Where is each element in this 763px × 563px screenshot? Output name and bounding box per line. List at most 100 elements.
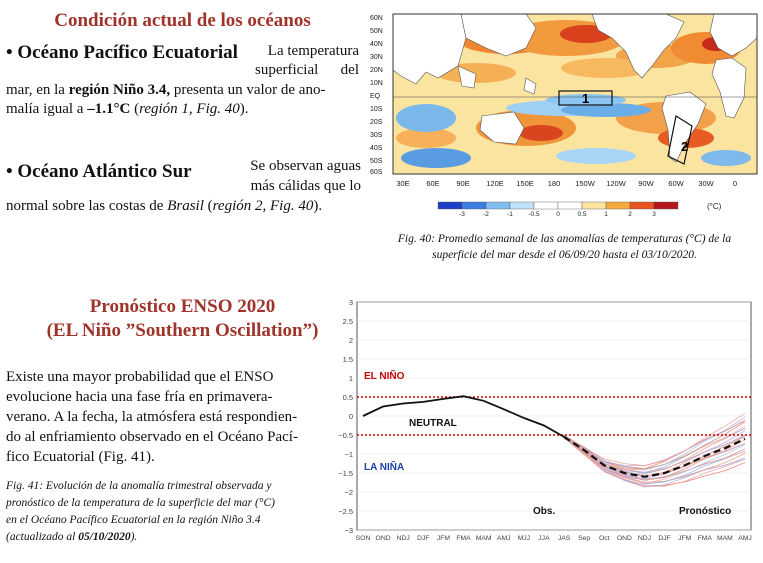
lat-label: 20S bbox=[370, 119, 383, 126]
x-tick-label: JJA bbox=[538, 535, 550, 542]
region-nino-label: región Niño 3.4, bbox=[68, 82, 171, 98]
forecast-label: Pronóstico bbox=[679, 506, 731, 517]
enso-body: Existe una mayor probabilidad que el ENS… bbox=[6, 367, 324, 467]
text-span: ). bbox=[130, 531, 138, 543]
la-nina-label: LA NIÑA bbox=[364, 460, 404, 473]
colorbar-tick: -3 bbox=[459, 211, 465, 218]
caption-line: pronóstico de la temperatura de la super… bbox=[6, 497, 275, 509]
lon-label: 150W bbox=[575, 179, 596, 188]
colorbar-swatch bbox=[533, 201, 559, 210]
series-lines bbox=[362, 395, 746, 478]
colorbar-tick: 2 bbox=[628, 211, 632, 218]
threshold-lines bbox=[357, 396, 751, 436]
section-title-enso-forecast: Pronóstico ENSO 2020 (EL Niño ”Southern … bbox=[0, 295, 365, 343]
colorbar-swatch bbox=[581, 201, 607, 210]
colorbar-tick: 1 bbox=[604, 211, 608, 218]
x-tick-label: Oct bbox=[599, 535, 610, 542]
colorbar-tick: -2 bbox=[483, 211, 489, 218]
caption-line: superficie del mar desde el 06/09/20 has… bbox=[432, 249, 697, 261]
ensemble-member-line bbox=[563, 412, 746, 467]
y-tick-label: 1 bbox=[349, 374, 353, 383]
region-1-label: 1 bbox=[582, 91, 589, 106]
x-tick-label: FMA bbox=[698, 535, 713, 542]
y-tick-label: −1 bbox=[344, 450, 353, 459]
y-tick-label: 0.5 bbox=[343, 393, 353, 402]
lat-label: EQ bbox=[370, 93, 381, 100]
lon-label: 90W bbox=[638, 179, 654, 188]
x-tick-label: DJF bbox=[417, 535, 429, 542]
longitude-labels: 30E 60E 90E 120E 150E 180 150W 120W 90W … bbox=[396, 179, 737, 188]
colorbar-tick: 0 bbox=[556, 211, 560, 218]
lat-label: 40N bbox=[370, 41, 383, 48]
forecast-ensemble bbox=[563, 412, 746, 488]
lat-label: 50S bbox=[370, 158, 383, 165]
x-tick-label: SON bbox=[356, 535, 371, 542]
latitude-labels: 60N 50N 40N 30N 20N 10N EQ 10S 20S 30S 4… bbox=[370, 15, 383, 176]
lat-label: 10N bbox=[370, 80, 383, 87]
colorbar-tick: 3 bbox=[652, 211, 656, 218]
atlantic-heading: • Océano Atlántico Sur bbox=[6, 161, 192, 183]
colorbar-tick: -0.5 bbox=[528, 211, 540, 218]
colorbar-unit: (°C) bbox=[707, 202, 722, 211]
pacific-heading: • Océano Pacífico Ecuatorial bbox=[6, 42, 238, 64]
neutral-label: NEUTRAL bbox=[409, 418, 457, 429]
lat-label: 30S bbox=[370, 132, 383, 139]
text-span: mar, en la bbox=[6, 82, 69, 98]
observed-series-line bbox=[362, 395, 565, 438]
lon-label: 30E bbox=[396, 179, 409, 188]
lat-label: 60N bbox=[370, 15, 383, 22]
lat-label: 50N bbox=[370, 28, 383, 35]
colorbar-swatch bbox=[485, 201, 511, 210]
region-2-box bbox=[667, 115, 693, 165]
y-tick-label: 2.5 bbox=[343, 317, 353, 326]
x-tick-label: AMJ bbox=[497, 535, 511, 542]
colorbar bbox=[437, 201, 679, 210]
colorbar-swatch bbox=[461, 201, 487, 210]
figure-reference: región 1, Fig. 40 bbox=[139, 101, 240, 117]
lon-label: 60W bbox=[668, 179, 684, 188]
lat-label: 20N bbox=[370, 67, 383, 74]
x-tick-label: NDJ bbox=[638, 535, 651, 542]
atlantic-line-1: Se observan aguas bbox=[250, 158, 361, 174]
y-tick-label: −3 bbox=[344, 526, 353, 535]
region-1-box bbox=[558, 90, 613, 106]
x-tick-label: FMA bbox=[456, 535, 471, 542]
anomaly-value: –1.1°C bbox=[87, 101, 131, 117]
x-tick-labels: SON OND NDJ DJF JFM FMA MAM AMJ MJJ JJA JAS Sep Oct O… bbox=[356, 535, 752, 542]
fig40-caption: Fig. 40: Promedio semanal de las anomalí… bbox=[366, 231, 763, 263]
bullet: • bbox=[6, 161, 13, 182]
fig41-caption: Fig. 41: Evolución de la anomalía trimes… bbox=[6, 478, 326, 546]
colorbar-swatch bbox=[437, 201, 463, 210]
y-tick-label: 0 bbox=[349, 412, 353, 421]
obs-label: Obs. bbox=[533, 506, 555, 517]
y-tick-label: −1.5 bbox=[338, 469, 353, 478]
lon-label: 120E bbox=[486, 179, 504, 188]
forecast-mean-line bbox=[563, 435, 746, 478]
body-line: Existe una mayor probabilidad que el ENS… bbox=[6, 369, 274, 385]
atlantic-title: Océano Atlántico Sur bbox=[17, 161, 192, 182]
text-span: presenta un valor de ano- bbox=[170, 82, 326, 98]
colorbar-swatch bbox=[653, 201, 679, 210]
atlantic-line-2: más cálidas que lo bbox=[250, 178, 361, 194]
x-tick-label: MAM bbox=[717, 535, 733, 542]
x-tick-label: NDJ bbox=[397, 535, 410, 542]
title-line: Pronóstico ENSO 2020 bbox=[89, 296, 276, 317]
y-tick-label: 3 bbox=[349, 298, 353, 307]
colorbar-ticks: -3 -2 -1 -0.5 0 0.5 1 2 3 bbox=[459, 211, 656, 218]
el-nino-label: EL NIÑO bbox=[364, 369, 405, 382]
body-line: do al enfriamiento observado en el Océan… bbox=[6, 429, 298, 445]
caption-line: Fig. 41: Evolución de la anomalía trimes… bbox=[6, 480, 272, 492]
colorbar-tick: -1 bbox=[507, 211, 513, 218]
text-span: malía igual a bbox=[6, 101, 88, 117]
text-span: (actualizado al bbox=[6, 531, 79, 543]
title-line: (EL Niño ”Southern Oscillation”) bbox=[46, 320, 319, 341]
text-span: ). bbox=[313, 198, 323, 214]
lat-label: 10S bbox=[370, 106, 383, 113]
y-tick-label: 2 bbox=[349, 336, 353, 345]
region-2-label: 2 bbox=[681, 139, 688, 154]
colorbar-swatch bbox=[629, 201, 655, 210]
country-name: Brasil bbox=[167, 198, 204, 214]
text-span: ( bbox=[203, 198, 213, 214]
body-line: fico Ecuatorial (Fig. 41). bbox=[6, 449, 155, 465]
lon-label: 120W bbox=[606, 179, 627, 188]
